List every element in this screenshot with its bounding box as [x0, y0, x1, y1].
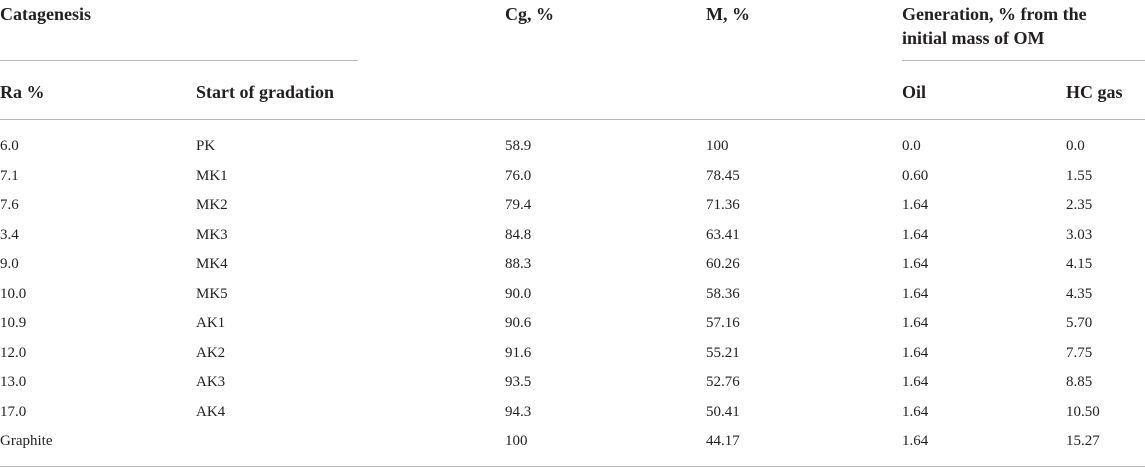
- cell-gradation: AK4: [196, 404, 226, 420]
- cell-oil: 1.64: [902, 227, 929, 243]
- cell-ra: 12.0: [0, 345, 27, 361]
- cell-gradation: MK3: [196, 227, 228, 243]
- cell-hc-gas: 8.85: [1066, 374, 1093, 390]
- cell-ra: 3.4: [0, 227, 19, 243]
- cell-m: 50.41: [706, 404, 740, 420]
- header-bottom-rule: [0, 119, 1145, 120]
- cell-gradation: AK3: [196, 374, 226, 390]
- cell-hc-gas: 4.35: [1066, 286, 1093, 302]
- cell-ra: Graphite: [0, 433, 53, 449]
- cell-m: 63.41: [706, 227, 740, 243]
- header-m: M, %: [706, 4, 750, 24]
- cell-hc-gas: 0.0: [1066, 138, 1085, 154]
- cell-cg: 79.4: [505, 197, 532, 213]
- table-bottom-rule: [0, 466, 1145, 467]
- cell-ra: 10.9: [0, 315, 27, 331]
- cell-gradation: MK4: [196, 256, 228, 272]
- cell-cg: 88.3: [505, 256, 532, 272]
- cell-cg: 91.6: [505, 345, 532, 361]
- header-start-of-gradation: Start of gradation: [196, 82, 334, 102]
- cell-cg: 76.0: [505, 168, 532, 184]
- cell-hc-gas: 2.35: [1066, 197, 1093, 213]
- cell-oil: 1.64: [902, 286, 929, 302]
- header-generation-line2: initial mass of OM: [902, 28, 1045, 48]
- cell-cg: 90.0: [505, 286, 532, 302]
- cell-hc-gas: 4.15: [1066, 256, 1093, 272]
- catagenesis-group-rule: [0, 60, 358, 61]
- cell-cg: 58.9: [505, 138, 532, 154]
- cell-gradation: PK: [196, 138, 216, 154]
- header-cg: Cg, %: [505, 4, 554, 24]
- header-generation-line1: Generation, % from the: [902, 4, 1087, 24]
- cell-oil: 1.64: [902, 197, 929, 213]
- cell-ra: 13.0: [0, 374, 27, 390]
- cell-hc-gas: 5.70: [1066, 315, 1093, 331]
- cell-m: 55.21: [706, 345, 740, 361]
- cell-m: 100: [706, 138, 729, 154]
- cell-ra: 9.0: [0, 256, 19, 272]
- cell-m: 57.16: [706, 315, 740, 331]
- cell-ra: 17.0: [0, 404, 27, 420]
- cell-gradation: AK1: [196, 315, 226, 331]
- cell-cg: 94.3: [505, 404, 532, 420]
- cell-m: 58.36: [706, 286, 740, 302]
- header-ra: Ra %: [0, 82, 45, 102]
- cell-oil: 1.64: [902, 345, 929, 361]
- cell-hc-gas: 7.75: [1066, 345, 1093, 361]
- cell-ra: 6.0: [0, 138, 19, 154]
- cell-oil: 0.60: [902, 168, 929, 184]
- cell-m: 78.45: [706, 168, 740, 184]
- cell-m: 60.26: [706, 256, 740, 272]
- cell-hc-gas: 3.03: [1066, 227, 1093, 243]
- cell-hc-gas: 1.55: [1066, 168, 1093, 184]
- cell-oil: 1.64: [902, 404, 929, 420]
- cell-oil: 0.0: [902, 138, 921, 154]
- cell-m: 52.76: [706, 374, 740, 390]
- header-hc-gas: HC gas: [1066, 82, 1123, 102]
- cell-gradation: MK5: [196, 286, 228, 302]
- cell-oil: 1.64: [902, 315, 929, 331]
- cell-cg: 90.6: [505, 315, 532, 331]
- cell-ra: 10.0: [0, 286, 27, 302]
- cell-oil: 1.64: [902, 433, 929, 449]
- cell-oil: 1.64: [902, 256, 929, 272]
- cell-ra: 7.1: [0, 168, 19, 184]
- cell-gradation: MK1: [196, 168, 228, 184]
- cell-gradation: MK2: [196, 197, 228, 213]
- cell-hc-gas: 15.27: [1066, 433, 1100, 449]
- cell-m: 71.36: [706, 197, 740, 213]
- cell-hc-gas: 10.50: [1066, 404, 1100, 420]
- header-catagenesis: Catagenesis: [0, 4, 91, 24]
- cell-m: 44.17: [706, 433, 740, 449]
- header-oil: Oil: [902, 82, 927, 102]
- cell-cg: 84.8: [505, 227, 532, 243]
- cell-ra: 7.6: [0, 197, 19, 213]
- cell-oil: 1.64: [902, 374, 929, 390]
- cell-cg: 93.5: [505, 374, 532, 390]
- cell-gradation: AK2: [196, 345, 226, 361]
- generation-group-rule: [902, 60, 1145, 61]
- cell-cg: 100: [505, 433, 528, 449]
